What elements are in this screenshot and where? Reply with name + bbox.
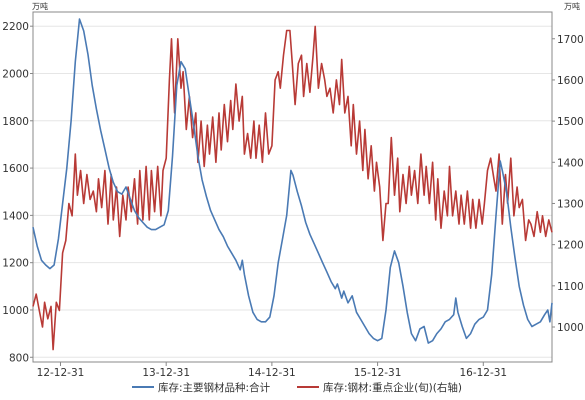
right-tick-label: 1700 xyxy=(557,34,584,46)
plot-area xyxy=(32,11,553,363)
right-tick-label: 1200 xyxy=(557,240,584,252)
left-tick-label: 1600 xyxy=(2,163,29,175)
legend-label: 库存:钢材:重点企业(旬)(右轴) xyxy=(323,381,462,394)
right-tick-label: 1500 xyxy=(557,116,584,128)
x-axis: 12-12-31 13-12-31 14-12-31 15-12-31 16-12-31 xyxy=(37,362,507,379)
left-y-axis: 800 1000 1200 1400 1600 1800 2000 2200 xyxy=(2,21,33,364)
legend-label: 库存:主要钢材品种:合计 xyxy=(158,381,271,394)
right-axis-unit: 万吨 xyxy=(564,1,580,11)
x-tick-label: 16-12-31 xyxy=(459,367,507,379)
right-tick-label: 1000 xyxy=(557,322,584,334)
left-tick-label: 1400 xyxy=(2,210,29,222)
x-tick-label: 13-12-31 xyxy=(142,367,190,379)
left-tick-label: 800 xyxy=(9,352,29,364)
left-tick-label: 2000 xyxy=(2,68,29,80)
series-line-2 xyxy=(32,25,553,351)
right-y-axis: 1000 1100 1200 1300 1400 1500 1600 1700 xyxy=(552,34,584,334)
legend: 库存:主要钢材品种:合计 库存:钢材:重点企业(旬)(右轴) xyxy=(132,381,462,394)
right-tick-label: 1600 xyxy=(557,75,584,87)
left-tick-label: 1200 xyxy=(2,258,29,270)
left-tick-label: 1800 xyxy=(2,116,29,128)
x-tick-label: 15-12-31 xyxy=(354,367,402,379)
right-tick-label: 1300 xyxy=(557,198,584,210)
x-tick-label: 12-12-31 xyxy=(37,367,85,379)
right-tick-label: 1400 xyxy=(557,157,584,169)
gridlines xyxy=(33,25,552,358)
left-tick-label: 1000 xyxy=(2,305,29,317)
series-layer xyxy=(32,18,553,351)
right-tick-label: 1100 xyxy=(557,281,584,293)
x-tick-label: 14-12-31 xyxy=(248,367,296,379)
left-tick-label: 2200 xyxy=(2,21,29,33)
series-line-1 xyxy=(32,18,553,344)
left-axis-unit: 万吨 xyxy=(32,1,48,11)
